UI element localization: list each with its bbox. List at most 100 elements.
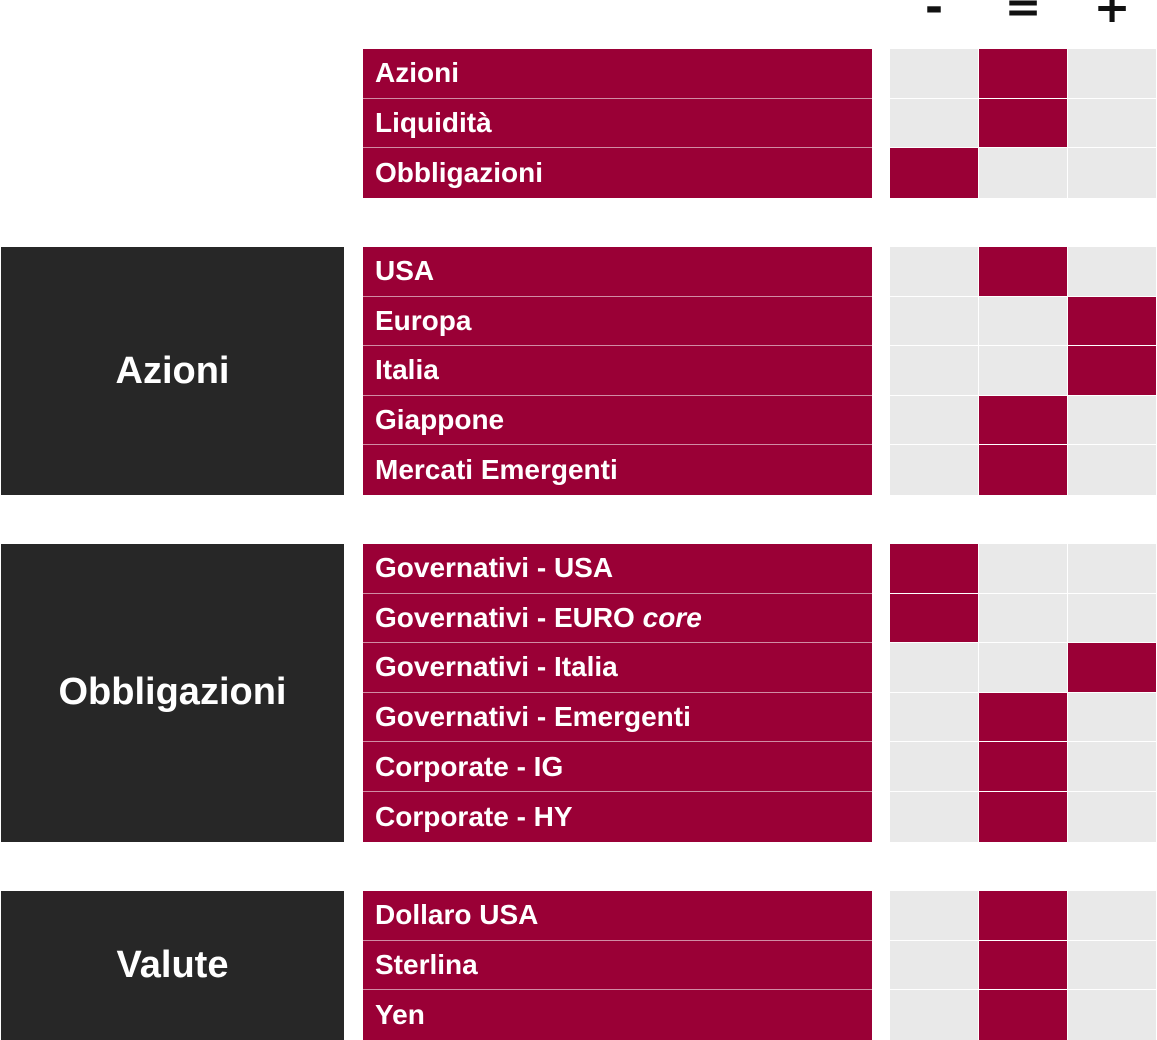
underweight-symbol: - — [924, 0, 944, 33]
rating-cell-overweight — [1068, 247, 1156, 297]
rating-cell-overweight — [1068, 49, 1156, 99]
asset-label: Corporate - HY — [363, 791, 872, 842]
asset-label-text: Azioni — [375, 57, 459, 89]
rating-cell-overweight — [1068, 643, 1156, 693]
asset-label: Italia — [363, 346, 872, 396]
rating-cell-overweight — [1068, 593, 1156, 644]
rating-cell-underweight — [890, 940, 978, 991]
rating-cell-neutral — [979, 990, 1067, 1040]
rating-cell-overweight — [1068, 98, 1156, 149]
category-label: Valute — [1, 891, 344, 1040]
group-2: Obbligazioni Governativi - USA Governativi… — [0, 544, 1157, 842]
table-row: Mercati Emergenti — [0, 445, 1157, 495]
table-row: Dollaro USA — [0, 891, 1157, 941]
table-row: Obbligazioni — [0, 148, 1157, 198]
rating-cell-overweight — [1068, 692, 1156, 743]
rating-cell-underweight — [890, 346, 978, 396]
rating-cell-neutral — [979, 544, 1067, 594]
asset-label-text: Corporate - HY — [375, 800, 573, 832]
rating-cell-neutral — [979, 296, 1067, 347]
asset-label: Sterlina — [363, 940, 872, 991]
rating-cell-overweight — [1068, 395, 1156, 446]
group-0: Azioni Liquidità Obbligazioni — [0, 49, 1157, 198]
rating-cell-neutral — [979, 395, 1067, 446]
category-label: Obbligazioni — [1, 544, 344, 842]
table-row: Azioni — [0, 49, 1157, 99]
table-row: Yen — [0, 990, 1157, 1040]
group-3: Valute Dollaro USA Sterlina Yen — [0, 891, 1157, 1040]
asset-label-text: Europa — [375, 304, 472, 336]
rating-cell-underweight — [890, 593, 978, 644]
rating-cell-overweight — [1068, 445, 1156, 495]
rating-cell-overweight — [1068, 148, 1156, 198]
rating-cell-underweight — [890, 544, 978, 594]
rating-cell-overweight — [1068, 990, 1156, 1040]
rating-cell-neutral — [979, 49, 1067, 99]
table-row: Governativi - Italia — [0, 643, 1157, 693]
rating-cell-neutral — [979, 593, 1067, 644]
rating-cell-neutral — [979, 247, 1067, 297]
rating-cell-underweight — [890, 395, 978, 446]
rating-cell-overweight — [1068, 346, 1156, 396]
asset-label-text: Corporate - IG — [375, 750, 564, 782]
asset-label: Giappone — [363, 395, 872, 446]
category-label: Azioni — [1, 247, 344, 495]
asset-label-italic: core — [642, 601, 702, 633]
rating-cell-underweight — [890, 98, 978, 149]
rating-cell-neutral — [979, 791, 1067, 842]
rating-cell-neutral — [979, 891, 1067, 941]
neutral-symbol: = — [1004, 0, 1042, 33]
asset-label-text: Governativi - Italia — [375, 651, 618, 683]
rating-cell-underweight — [890, 891, 978, 941]
rating-cell-neutral — [979, 643, 1067, 693]
rating-cell-underweight — [890, 990, 978, 1040]
asset-label: Corporate - IG — [363, 742, 872, 792]
table-row: Corporate - IG — [0, 742, 1157, 792]
asset-label: Dollaro USA — [363, 891, 872, 941]
table-row: Governativi - Emergenti — [0, 692, 1157, 743]
group-1: Azioni USA Europa Italia Giappone Mercati Eme… — [0, 247, 1157, 495]
asset-label-text: Governativi - EURO — [375, 601, 635, 633]
asset-label: Governativi - Emergenti — [363, 692, 872, 743]
asset-label-text: Governativi - USA — [375, 552, 614, 584]
table-row: Giappone — [0, 395, 1157, 446]
rating-cell-underweight — [890, 148, 978, 198]
rating-cell-neutral — [979, 148, 1067, 198]
table-row: USA — [0, 247, 1157, 297]
rating-cell-neutral — [979, 346, 1067, 396]
rating-scale-header: - = + — [890, 0, 1157, 36]
rating-cell-underweight — [890, 296, 978, 347]
rating-cell-neutral — [979, 940, 1067, 991]
table-row: Liquidità — [0, 98, 1157, 149]
rating-cell-underweight — [890, 742, 978, 792]
asset-label-text: Sterlina — [375, 948, 478, 980]
asset-label: USA — [363, 247, 872, 297]
asset-label-text: Italia — [375, 354, 439, 386]
asset-label: Governativi - USA — [363, 544, 872, 594]
rating-cell-overweight — [1068, 791, 1156, 842]
asset-label: Mercati Emergenti — [363, 445, 872, 495]
rating-cell-underweight — [890, 445, 978, 495]
table-row: Italia — [0, 346, 1157, 396]
asset-label: Liquidità — [363, 98, 872, 149]
rating-cell-overweight — [1068, 940, 1156, 991]
asset-label: Azioni — [363, 49, 872, 99]
table-row: Europa — [0, 296, 1157, 347]
asset-label-text: Dollaro USA — [375, 899, 539, 931]
asset-label: Obbligazioni — [363, 148, 872, 198]
rating-cell-underweight — [890, 791, 978, 842]
asset-label: Yen — [363, 990, 872, 1040]
overweight-symbol: + — [1093, 0, 1131, 33]
rating-cell-overweight — [1068, 544, 1156, 594]
table-row: Corporate - HY — [0, 791, 1157, 842]
rating-cell-neutral — [979, 98, 1067, 149]
asset-label-text: USA — [375, 255, 435, 287]
rating-cell-overweight — [1068, 296, 1156, 347]
rating-cell-overweight — [1068, 742, 1156, 792]
rating-cell-neutral — [979, 742, 1067, 792]
table-row: Governativi - USA — [0, 544, 1157, 594]
asset-label: Governativi - EURO core — [363, 593, 872, 644]
asset-label-text: Governativi - Emergenti — [375, 701, 691, 733]
asset-label: Governativi - Italia — [363, 643, 872, 693]
asset-label-text: Mercati Emergenti — [375, 454, 618, 486]
